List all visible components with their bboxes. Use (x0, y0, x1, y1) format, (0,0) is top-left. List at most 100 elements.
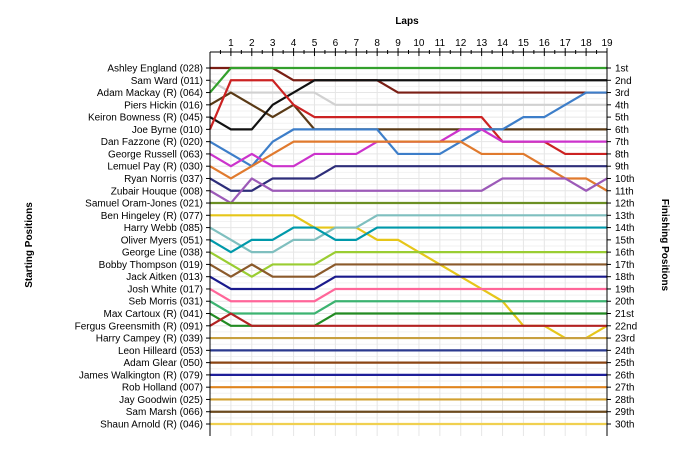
finishing-position-label: 30th (615, 420, 634, 431)
series-line (209, 214, 607, 254)
driver-label: George Line (038) (122, 248, 203, 259)
finishing-position-label: 5th (615, 113, 629, 124)
right-axis-title: Finishing Positions (659, 199, 670, 292)
finishing-position-label: 27th (615, 383, 634, 394)
series-line (209, 140, 608, 192)
finishing-position-label: 22nd (615, 321, 637, 332)
series-line (209, 275, 607, 291)
series-line (209, 79, 607, 106)
top-axis-title: Laps (395, 16, 419, 27)
finishing-position-label: 10th (615, 174, 634, 185)
lap-tick-label: 10 (413, 38, 425, 49)
driver-label: Josh White (017) (127, 284, 203, 295)
driver-label: Piers Hickin (016) (124, 100, 203, 111)
driver-label: Sam Marsh (066) (126, 407, 203, 418)
finishing-position-label: 12th (615, 199, 634, 210)
driver-label: Ryan Norris (037) (124, 174, 203, 185)
lap-tick-label: 4 (291, 38, 297, 49)
driver-label: Fergus Greensmith (R) (091) (75, 321, 203, 332)
lap-tick-label: 18 (581, 38, 593, 49)
driver-label: Sam Ward (011) (131, 76, 203, 87)
driver-label: Ashley England (028) (107, 64, 203, 75)
finishing-position-label: 23rd (615, 334, 635, 345)
lap-tick-label: 19 (601, 38, 613, 49)
finishing-position-label: 17th (615, 260, 634, 271)
driver-label: Leon Hilleard (053) (118, 346, 203, 357)
driver-label: Harry Webb (085) (124, 223, 203, 234)
series-line (209, 287, 607, 303)
finishing-position-label: 21st (615, 309, 634, 320)
lap-tick-label: 2 (249, 38, 255, 49)
finishing-position-label: 25th (615, 358, 634, 369)
finishing-position-label: 28th (615, 395, 634, 406)
series-line (210, 66, 607, 94)
series-line (209, 91, 607, 168)
series-line (209, 300, 607, 315)
finishing-position-label: 9th (615, 162, 629, 173)
finishing-position-label: 18th (615, 272, 634, 283)
finishing-position-label: 26th (615, 370, 634, 381)
lap-tick-label: 8 (374, 38, 380, 49)
finishing-position-label: 19th (615, 284, 634, 295)
driver-label: Lemuel Pay (R) (030) (107, 162, 203, 173)
lap-tick-label: 15 (518, 38, 530, 49)
lap-tick-label: 7 (353, 38, 359, 49)
lap-tick-label: 17 (560, 38, 572, 49)
lap-tick-label: 11 (435, 38, 446, 49)
lap-tick-label: 9 (395, 38, 401, 49)
driver-label: Bobby Thompson (019) (99, 260, 203, 271)
driver-label: James Walkington (R) (079) (79, 370, 203, 381)
lap-tick-label: 3 (270, 38, 276, 49)
driver-label: Jack Aitken (013) (126, 272, 203, 283)
finishing-position-label: 2nd (615, 76, 632, 87)
driver-label: Adam Mackay (R) (064) (97, 88, 203, 99)
series-line (209, 91, 607, 131)
finishing-position-label: 6th (615, 125, 629, 136)
lap-tick-label: 5 (312, 38, 318, 49)
finishing-position-label: 29th (615, 407, 634, 418)
finishing-position-label: 1st (615, 64, 629, 75)
driver-label: Harry Campey (R) (039) (96, 334, 203, 345)
driver-label: Oliver Myers (051) (121, 235, 203, 246)
driver-label: Joe Byrne (010) (132, 125, 203, 136)
finishing-position-label: 13th (615, 211, 634, 222)
lap-tick-label: 6 (333, 38, 339, 49)
series-line (209, 79, 607, 131)
driver-label: George Russell (063) (108, 149, 203, 160)
driver-label: Rob Holland (007) (122, 383, 203, 394)
finishing-position-label: 20th (615, 297, 634, 308)
lap-tick-label: 12 (455, 38, 467, 49)
series-line (209, 251, 607, 278)
series-line (209, 177, 608, 205)
series-line (209, 226, 607, 254)
finishing-position-label: 14th (615, 223, 634, 234)
driver-label: Seb Morris (031) (129, 297, 203, 308)
series-line (209, 165, 607, 192)
finishing-position-label: 16th (615, 248, 634, 259)
lap-tick-label: 1 (228, 38, 234, 49)
driver-label: Keiron Bowness (R) (045) (88, 113, 203, 124)
lap-tick-label: 13 (476, 38, 488, 49)
driver-label: Shaun Arnold (R) (046) (100, 420, 203, 431)
finishing-position-label: 3rd (615, 88, 629, 99)
lap-tick-label: 14 (497, 38, 509, 49)
axis-labels: Laps Starting Positions Finishing Positi… (24, 16, 670, 292)
driver-label: Max Cartoux (R) (041) (104, 309, 203, 320)
finishing-position-label: 11th (615, 186, 634, 197)
finishing-position-label: 7th (615, 137, 629, 148)
series-lines (208, 66, 608, 426)
driver-label: Jay Goodwin (025) (119, 395, 203, 406)
series-line (209, 66, 607, 94)
finishing-position-label: 8th (615, 149, 629, 160)
series-line (209, 263, 607, 278)
driver-label: Zubair Houque (008) (111, 186, 203, 197)
finishing-position-label: 15th (615, 235, 634, 246)
driver-label: Adam Glear (050) (124, 358, 203, 369)
finishing-position-label: 24th (615, 346, 634, 357)
series-line (209, 312, 607, 327)
lap-tick-label: 16 (539, 38, 551, 49)
driver-label: Ben Hingeley (R) (077) (101, 211, 203, 222)
